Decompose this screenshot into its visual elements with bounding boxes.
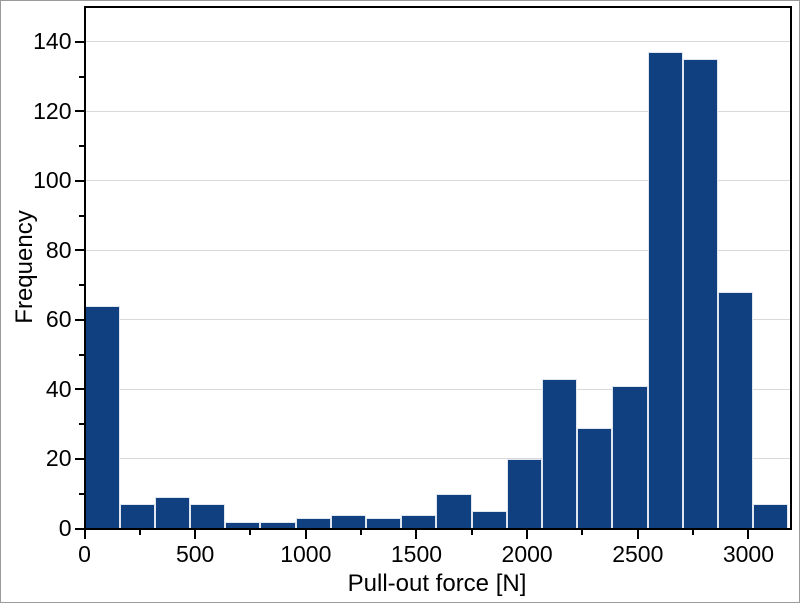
y-major-tick — [74, 110, 84, 113]
histogram-bar — [84, 305, 120, 529]
x-major-tick — [83, 529, 86, 539]
x-minor-tick — [360, 529, 363, 535]
y-tick-label: 40 — [45, 375, 72, 402]
y-tick-label: 80 — [45, 236, 72, 263]
y-minor-tick — [78, 214, 84, 217]
y-tick-label: 140 — [33, 28, 72, 55]
x-tick-label: 3000 — [722, 540, 775, 567]
x-minor-tick — [138, 529, 141, 535]
gridline — [84, 41, 791, 43]
histogram-bar — [647, 52, 683, 529]
histogram-bar — [190, 504, 226, 529]
x-tick-label: 2500 — [612, 540, 664, 567]
gridline — [84, 110, 791, 112]
x-major-tick — [194, 529, 197, 539]
gridline — [84, 319, 791, 321]
gridline — [84, 458, 791, 460]
y-major-tick — [74, 388, 84, 391]
y-major-tick — [74, 40, 84, 43]
histogram-bar — [295, 518, 331, 529]
histogram-bar — [225, 521, 261, 529]
y-tick-label: 120 — [33, 97, 72, 124]
x-major-tick — [636, 529, 639, 539]
x-tick-label: 1000 — [280, 540, 332, 567]
histogram-bar — [119, 504, 155, 529]
histogram-bar — [612, 385, 648, 529]
y-major-tick — [74, 457, 84, 460]
y-major-tick — [74, 179, 84, 182]
y-minor-tick — [78, 423, 84, 426]
x-minor-tick — [692, 529, 695, 535]
y-tick-label: 100 — [33, 167, 72, 194]
y-minor-tick — [78, 145, 84, 148]
gridline — [84, 249, 791, 251]
x-major-tick — [415, 529, 418, 539]
histogram-bar — [577, 427, 613, 529]
histogram-bar — [541, 379, 578, 529]
histogram-bar — [471, 511, 507, 529]
gridline — [84, 180, 791, 182]
x-axis-title: Pull-out force [N] — [347, 570, 527, 597]
histogram-bar — [154, 497, 191, 529]
histogram-bar — [682, 59, 718, 529]
y-minor-tick — [78, 284, 84, 287]
y-minor-tick — [78, 492, 84, 495]
x-tick-label: 500 — [175, 540, 215, 567]
x-minor-tick — [470, 529, 473, 535]
y-major-tick — [74, 527, 84, 530]
y-minor-tick — [78, 353, 84, 356]
histogram-bar — [330, 514, 366, 529]
gridline — [84, 388, 791, 390]
y-tick-label: 20 — [45, 445, 72, 472]
histogram-bar — [717, 292, 754, 529]
x-tick-label: 0 — [78, 540, 91, 567]
y-minor-tick — [78, 75, 84, 78]
x-major-tick — [747, 529, 750, 539]
histogram-bar — [436, 493, 472, 529]
histogram-bar — [401, 514, 437, 529]
histogram-bar — [260, 521, 296, 529]
x-major-tick — [526, 529, 529, 539]
histogram-bar — [753, 504, 789, 529]
histogram-bar — [366, 518, 402, 529]
x-minor-tick — [249, 529, 252, 535]
x-minor-tick — [581, 529, 584, 535]
x-tick-label: 1500 — [390, 540, 443, 567]
x-major-tick — [304, 529, 307, 539]
y-major-tick — [74, 318, 84, 321]
y-tick-label: 0 — [58, 515, 72, 541]
y-major-tick — [74, 249, 84, 252]
histogram-bar — [506, 458, 542, 529]
y-tick-label: 60 — [45, 306, 72, 333]
x-tick-label: 2000 — [501, 540, 553, 567]
